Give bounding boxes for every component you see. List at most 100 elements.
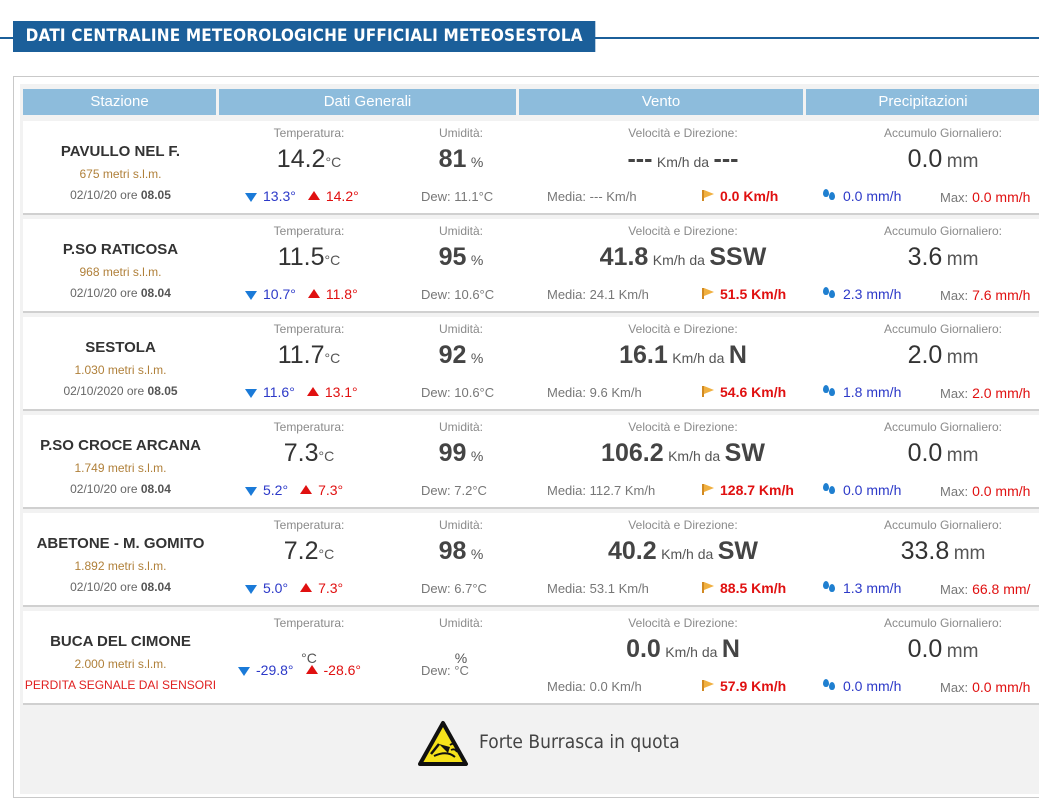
rain-max: Max: 66.8 mm/ xyxy=(940,581,1031,597)
station-name: PAVULLO NEL F. xyxy=(60,143,181,160)
wind-average: Media: 0.0 Km/h xyxy=(547,679,642,694)
wind-flag-icon xyxy=(702,288,716,299)
humidity-label: Umidità: xyxy=(438,616,483,630)
wind-average: Media: --- Km/h xyxy=(547,189,637,204)
temperature-label: Temperatura: xyxy=(273,616,345,630)
station-altitude: 2.000 metri s.l.m. xyxy=(74,657,167,671)
rain-rate: 1.3 mm/h xyxy=(823,580,901,596)
wind-flag-icon xyxy=(702,680,716,691)
temperature-value: 11.5°C xyxy=(277,243,341,271)
dew-point: Dew: 6.7°C xyxy=(421,581,487,596)
temperature-min-max: 5.2° 7.3° xyxy=(245,482,343,498)
temperature-max: -28.6° xyxy=(323,662,362,678)
rain-label: Accumulo Giornaliero: xyxy=(883,224,1003,238)
station-altitude: 1.030 metri s.l.m. xyxy=(74,363,167,377)
station-timestamp: 02/10/2020 ore 08.05 xyxy=(63,384,178,398)
temperature-max: 13.1° xyxy=(324,384,358,400)
dew-point: Dew: 10.6°C xyxy=(421,287,495,302)
rain-accumulation: 0.0 mm xyxy=(907,439,979,467)
station-timestamp: 02/10/20 ore 08.05 xyxy=(70,188,171,202)
station-altitude: 968 metri s.l.m. xyxy=(79,265,162,279)
wind-gust: 128.7 Km/h xyxy=(702,482,794,498)
rain-max: Max: 2.0 mm/h xyxy=(940,385,1031,401)
temperature-max: 7.3° xyxy=(318,482,344,498)
min-temp-arrow-icon xyxy=(238,667,250,676)
wind-average: Media: 9.6 Km/h xyxy=(547,385,642,400)
min-temp-arrow-icon xyxy=(245,585,257,594)
temperature-min-max: 10.7° 11.8° xyxy=(245,286,358,302)
column-header-stazione: Stazione xyxy=(23,89,216,115)
wind-gust: 0.0 Km/h xyxy=(702,188,778,204)
wind-speed-direction: 106.2 Km/h da SW xyxy=(601,439,765,467)
station-row: SESTOLA 1.030 metri s.l.m. 02/10/2020 or… xyxy=(23,317,1039,411)
station-timestamp: 02/10/20 ore 08.04 xyxy=(70,482,171,496)
wind-label: Velocità e Direzione: xyxy=(628,224,738,238)
station-row: PAVULLO NEL F. 675 metri s.l.m. 02/10/20… xyxy=(23,121,1039,215)
temperature-value: 14.2°C xyxy=(276,145,342,173)
rain-label: Accumulo Giornaliero: xyxy=(883,322,1003,336)
rain-rate: 0.0 mm/h xyxy=(823,678,901,694)
rain-accumulation: 0.0 mm xyxy=(907,145,979,173)
station-name: P.SO RATICOSA xyxy=(62,241,179,258)
station-timestamp: 02/10/20 ore 08.04 xyxy=(70,580,171,594)
dew-point: Dew: 11.1°C xyxy=(421,189,494,204)
temperature-min: 13.3° xyxy=(263,188,296,204)
station-name: ABETONE - M. GOMITO xyxy=(36,535,205,552)
station-altitude: 1.749 metri s.l.m. xyxy=(74,461,167,475)
rain-label: Accumulo Giornaliero: xyxy=(883,420,1003,434)
wind-gust: 57.9 Km/h xyxy=(702,678,786,694)
dew-point: Dew: 7.2°C xyxy=(421,483,487,498)
temperature-label: Temperatura: xyxy=(273,322,345,336)
temperature-label: Temperatura: xyxy=(273,224,345,238)
wind-label: Velocità e Direzione: xyxy=(628,420,738,434)
max-temp-arrow-icon xyxy=(300,583,313,592)
rain-accumulation: 2.0 mm xyxy=(907,341,979,369)
humidity-label: Umidità: xyxy=(438,224,483,238)
rain-rate: 0.0 mm/h xyxy=(823,188,901,204)
page-title: DATI CENTRALINE METEOROLOGICHE UFFICIALI… xyxy=(13,21,596,52)
rain-accumulation: 3.6 mm xyxy=(907,243,979,271)
wind-label: Velocità e Direzione: xyxy=(628,616,738,630)
rain-label: Accumulo Giornaliero: xyxy=(883,518,1003,532)
humidity-value: % xyxy=(454,650,468,666)
rain-drops-icon xyxy=(823,189,837,201)
min-temp-arrow-icon xyxy=(245,291,257,300)
station-name: SESTOLA xyxy=(85,339,156,356)
rain-drops-icon xyxy=(823,679,837,691)
temperature-min-max: -29.8° -28.6° xyxy=(238,662,361,678)
max-temp-arrow-icon xyxy=(300,485,313,494)
station-row: BUCA DEL CIMONE 2.000 metri s.l.m. PERDI… xyxy=(23,611,1039,705)
wind-speed-direction: 40.2 Km/h da SW xyxy=(608,537,758,565)
temperature-label: Temperatura: xyxy=(273,420,345,434)
rain-rate: 0.0 mm/h xyxy=(823,482,901,498)
wind-speed-direction: 41.8 Km/h da SSW xyxy=(599,243,767,271)
wind-gust: 54.6 Km/h xyxy=(702,384,786,400)
temperature-value: 7.2°C xyxy=(283,537,335,565)
wind-label: Velocità e Direzione: xyxy=(628,518,738,532)
humidity-label: Umidità: xyxy=(438,322,483,336)
rain-rate: 1.8 mm/h xyxy=(823,384,901,400)
wind-gust: 88.5 Km/h xyxy=(702,580,786,596)
rain-accumulation: 0.0 mm xyxy=(907,635,979,663)
dew-point: Dew: 10.6°C xyxy=(421,385,495,400)
wind-flag-icon xyxy=(702,582,716,593)
temperature-min: 5.0° xyxy=(263,580,289,596)
wind-average: Media: 53.1 Km/h xyxy=(547,581,649,596)
station-altitude: 675 metri s.l.m. xyxy=(79,167,162,181)
station-row: ABETONE - M. GOMITO 1.892 metri s.l.m. 0… xyxy=(23,513,1039,607)
station-signal-warning: PERDITA SEGNALE DAI SENSORI xyxy=(24,678,217,692)
rain-max: Max: 0.0 mm/h xyxy=(940,189,1031,205)
wind-flag-icon xyxy=(702,484,716,495)
temperature-max: 11.8° xyxy=(325,286,358,302)
wind-average: Media: 24.1 Km/h xyxy=(547,287,649,302)
station-row: P.SO CROCE ARCANA 1.749 metri s.l.m. 02/… xyxy=(23,415,1039,509)
wind-speed-direction: 16.1 Km/h da N xyxy=(619,341,747,369)
temperature-min: -29.8° xyxy=(256,662,294,678)
temperature-label: Temperatura: xyxy=(273,518,345,532)
max-temp-arrow-icon xyxy=(305,665,318,674)
wind-speed-direction: --- Km/h da --- xyxy=(627,145,739,173)
temperature-value: 11.7°C xyxy=(277,341,341,369)
temperature-min-max: 11.6° 13.1° xyxy=(245,384,358,400)
temperature-max: 7.3° xyxy=(318,580,344,596)
min-temp-arrow-icon xyxy=(245,389,257,398)
